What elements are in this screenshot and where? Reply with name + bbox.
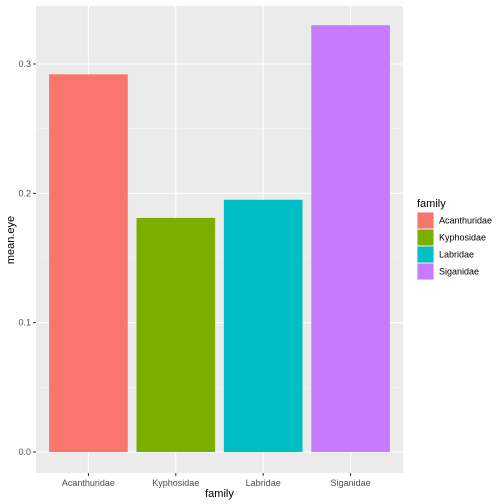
- bars: [49, 25, 390, 452]
- bar-labridae: [223, 199, 303, 452]
- legend-label: Acanthuridae: [439, 216, 492, 226]
- legend-title: family: [417, 198, 446, 210]
- y-tick-label: 0.2: [18, 188, 31, 198]
- legend-label: Siganidae: [439, 267, 479, 277]
- bar-acanthuridae: [49, 74, 128, 452]
- y-tick-label: 0.0: [18, 447, 31, 457]
- legend-swatch: [417, 229, 434, 246]
- y-axis: 0.0 0.1 0.2 0.3: [18, 59, 36, 457]
- legend-label: Labridae: [439, 250, 474, 260]
- legend-swatch: [417, 212, 434, 229]
- legend-swatch: [417, 263, 434, 280]
- x-tick-label: Siganidae: [331, 478, 371, 488]
- bar-kyphosidae: [136, 217, 216, 452]
- y-tick-label: 0.1: [18, 318, 31, 328]
- x-tick-label: Kyphosidae: [152, 478, 199, 488]
- bar-siganidae: [311, 25, 390, 452]
- legend-label: Kyphosidae: [439, 233, 486, 243]
- x-tick-label: Acanthuridae: [62, 478, 115, 488]
- y-tick-label: 0.3: [18, 59, 31, 69]
- x-tick-label: Labridae: [246, 478, 281, 488]
- x-axis: Acanthuridae Kyphosidae Labridae Siganidae: [62, 473, 371, 488]
- legend: family Acanthuridae Kyphosidae Labridae Sig…: [417, 198, 492, 280]
- y-axis-title: mean.eye: [5, 216, 17, 264]
- legend-swatch: [417, 246, 434, 263]
- x-axis-title: family: [205, 488, 234, 500]
